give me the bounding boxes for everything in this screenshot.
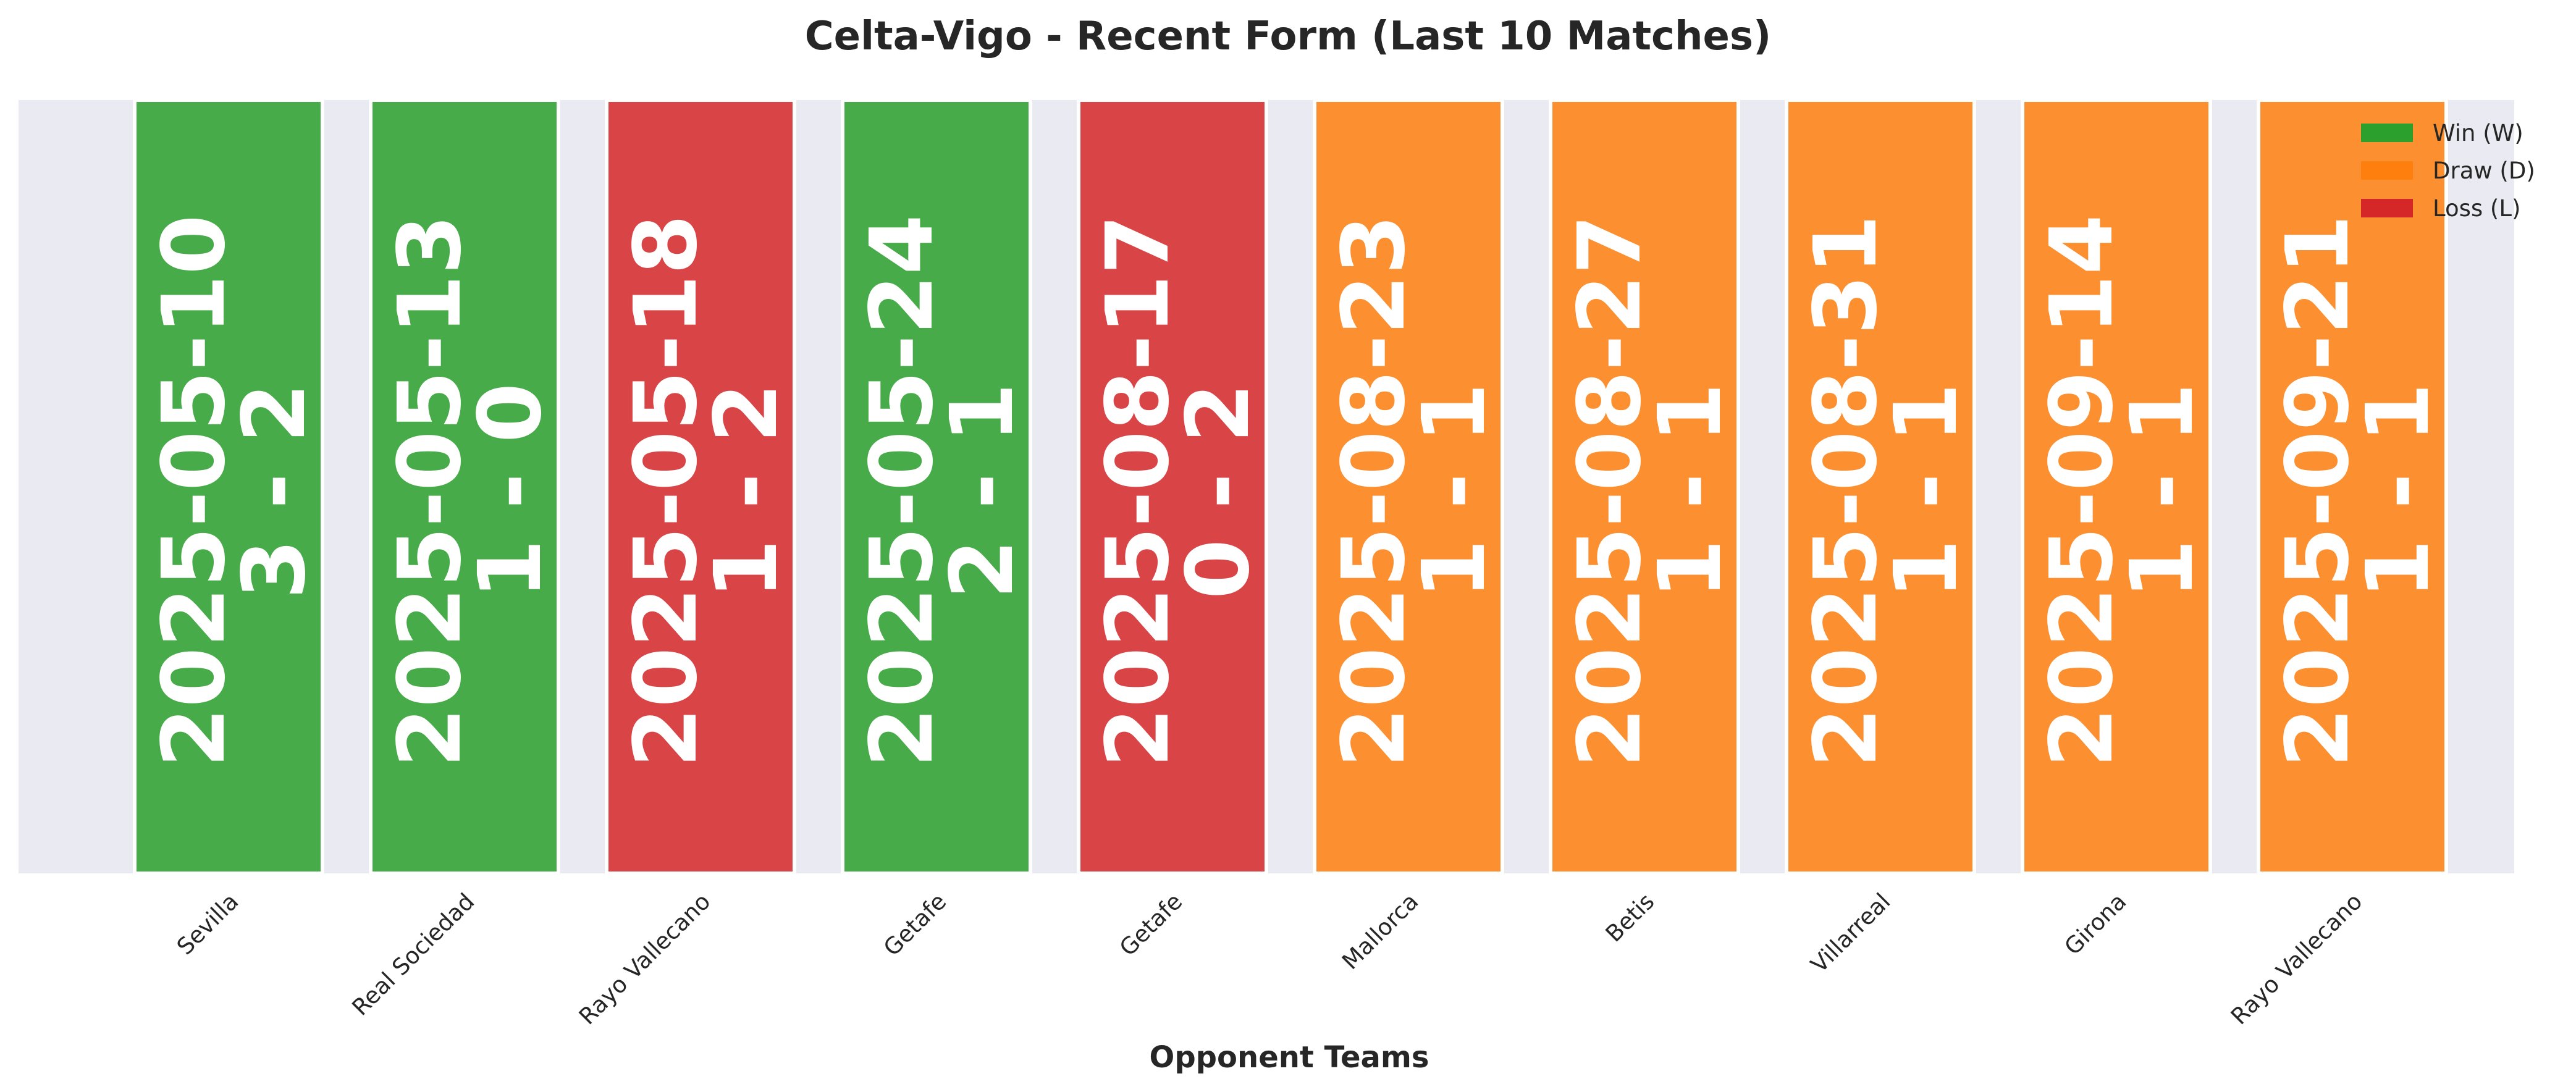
bar-labels-layer: 2025-05-103 - 2 2025-05-131 - 0 2025-05-18… <box>144 214 2449 768</box>
bar-3 <box>605 98 796 875</box>
bar-5 <box>1077 98 1268 875</box>
bar-score: 1 - 2 <box>696 383 797 599</box>
bar-10 <box>2257 98 2448 875</box>
bar-1 <box>133 98 324 875</box>
bar-label-7: 2025-08-271 - 1 <box>1560 214 1741 768</box>
legend-label-L: Loss (L) <box>2433 195 2520 222</box>
x-tick-label-6: Mallorca <box>1337 888 1423 975</box>
bar-label-5: 2025-08-170 - 2 <box>1088 214 1269 768</box>
chart-title: Celta-Vigo - Recent Form (Last 10 Matche… <box>805 14 1772 59</box>
x-tick-label-5: Getafe <box>1114 888 1187 961</box>
x-tick-label-8: Villarreal <box>1806 888 1895 978</box>
bar-score: 1 - 1 <box>1640 383 1741 599</box>
legend-label-W: Win (W) <box>2433 120 2523 146</box>
x-axis-label: Opponent Teams <box>1150 1040 1429 1075</box>
x-tick-label-2: Real Sociedad <box>347 888 480 1021</box>
bar-label-1: 2025-05-103 - 2 <box>144 214 325 768</box>
bar-score: 1 - 1 <box>1404 383 1505 599</box>
bar-6 <box>1313 98 1504 875</box>
bar-score: 0 - 2 <box>1168 383 1269 599</box>
bar-date: 2025-08-17 <box>1088 214 1189 768</box>
bar-date: 2025-05-24 <box>852 214 953 768</box>
bar-score: 2 - 1 <box>932 383 1033 599</box>
bars-layer <box>133 98 2448 875</box>
x-tick-label-7: Betis <box>1601 888 1660 947</box>
bar-date: 2025-05-18 <box>616 214 717 768</box>
bar-8 <box>1785 98 1976 875</box>
x-tick-label-1: Sevilla <box>172 888 243 960</box>
bar-date: 2025-09-14 <box>2032 214 2132 768</box>
bar-date: 2025-08-23 <box>1324 214 1425 768</box>
bar-7 <box>1549 98 1740 875</box>
bar-date: 2025-08-27 <box>1560 214 1661 768</box>
x-tick-label-3: Rayo Vallecano <box>574 888 715 1030</box>
bar-date: 2025-05-13 <box>380 214 481 768</box>
bar-score: 1 - 1 <box>2112 383 2213 599</box>
bar-date: 2025-09-21 <box>2268 214 2368 768</box>
bar-label-2: 2025-05-131 - 0 <box>380 214 561 768</box>
legend: Win (W) Draw (D) Loss (L) <box>2361 120 2535 222</box>
bar-score: 1 - 1 <box>2348 383 2449 599</box>
bar-label-10: 2025-09-211 - 1 <box>2268 214 2449 768</box>
legend-swatch-W <box>2361 124 2413 142</box>
bar-date: 2025-08-31 <box>1796 214 1896 768</box>
bar-label-9: 2025-09-141 - 1 <box>2032 214 2213 768</box>
bar-date: 2025-05-10 <box>144 214 245 768</box>
x-tick-labels: Sevilla Real Sociedad Rayo Vallecano Getafe… <box>172 888 2367 1030</box>
legend-swatch-D <box>2361 161 2413 180</box>
bar-score: 3 - 2 <box>224 383 325 599</box>
bar-4 <box>841 98 1032 875</box>
bar-score: 1 - 1 <box>1876 383 1977 599</box>
bar-score: 1 - 0 <box>460 383 561 599</box>
x-tick-label-9: Girona <box>2060 888 2132 960</box>
bar-label-3: 2025-05-181 - 2 <box>616 214 797 768</box>
legend-label-D: Draw (D) <box>2433 158 2535 184</box>
bar-9 <box>2021 98 2212 875</box>
legend-swatch-L <box>2361 199 2413 217</box>
bar-label-6: 2025-08-231 - 1 <box>1324 214 1505 768</box>
bar-2 <box>369 98 560 875</box>
x-tick-label-10: Rayo Vallecano <box>2226 888 2367 1030</box>
x-tick-label-4: Getafe <box>878 888 951 961</box>
bar-label-4: 2025-05-242 - 1 <box>852 214 1033 768</box>
bar-label-8: 2025-08-311 - 1 <box>1796 214 1977 768</box>
